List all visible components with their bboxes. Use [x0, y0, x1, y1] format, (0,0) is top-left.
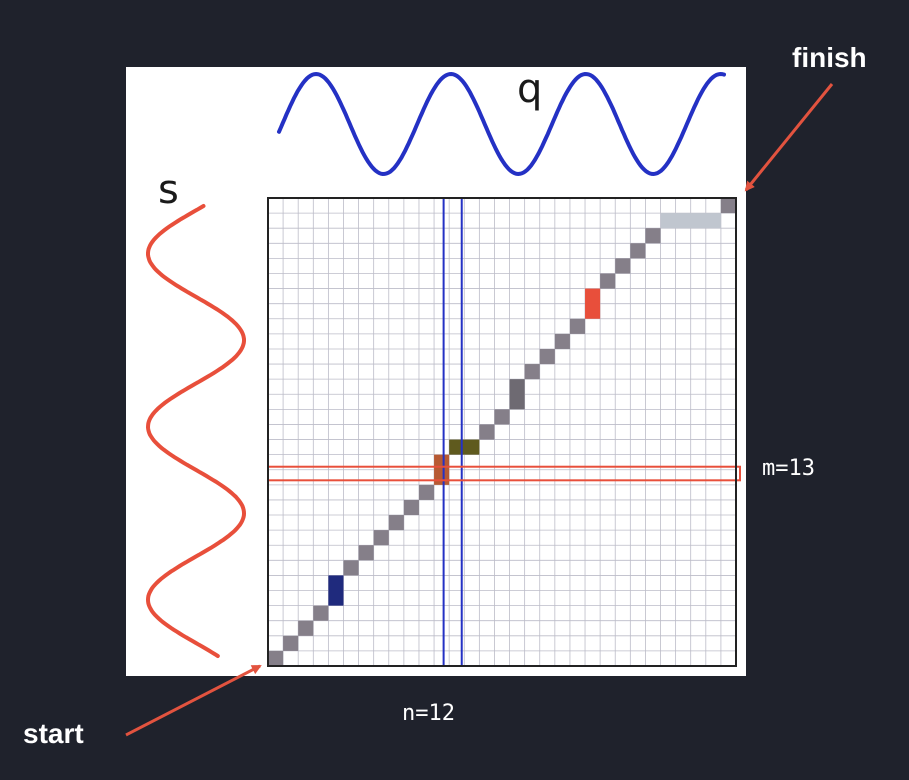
path-cell [554, 333, 570, 349]
path-cell [298, 620, 314, 636]
subject-sequence-wave [145, 204, 247, 658]
path-cell [600, 273, 616, 289]
path-cell [358, 545, 374, 561]
path-cell [524, 364, 540, 380]
path-cell [283, 635, 299, 651]
path-cell [539, 348, 555, 365]
alignment-path [268, 198, 736, 666]
query-label: q [517, 66, 543, 112]
path-cell [720, 198, 736, 214]
n-label: n=12 [402, 701, 455, 726]
row-highlight-box [267, 465, 741, 482]
path-cell [268, 650, 284, 666]
query-sequence-wave [277, 71, 726, 177]
path-cell [494, 409, 510, 425]
path-cell [449, 439, 480, 455]
path-cell [328, 575, 344, 606]
finish-arrow [744, 83, 834, 192]
path-cell [645, 228, 661, 244]
path-cell [569, 318, 586, 334]
start-arrow [125, 664, 262, 737]
path-cell [343, 560, 359, 576]
path-cell [630, 243, 646, 259]
path-cell [585, 288, 601, 319]
path-cell [403, 499, 419, 516]
path-cell [660, 213, 721, 229]
m-label: m=13 [762, 456, 815, 481]
path-cell [313, 605, 329, 621]
path-cell [373, 530, 389, 546]
path-cell [418, 484, 435, 500]
subject-label: s [158, 167, 179, 213]
path-cell [615, 258, 631, 274]
path-cell [479, 424, 495, 440]
column-highlight-box [442, 197, 463, 667]
path-cell [509, 379, 525, 410]
dp-matrix-grid [268, 198, 736, 666]
start-label: start [23, 718, 84, 749]
path-cell [388, 515, 404, 531]
finish-label: finish [792, 42, 867, 73]
dp-matrix-border [267, 197, 737, 667]
path-cell [434, 454, 450, 485]
